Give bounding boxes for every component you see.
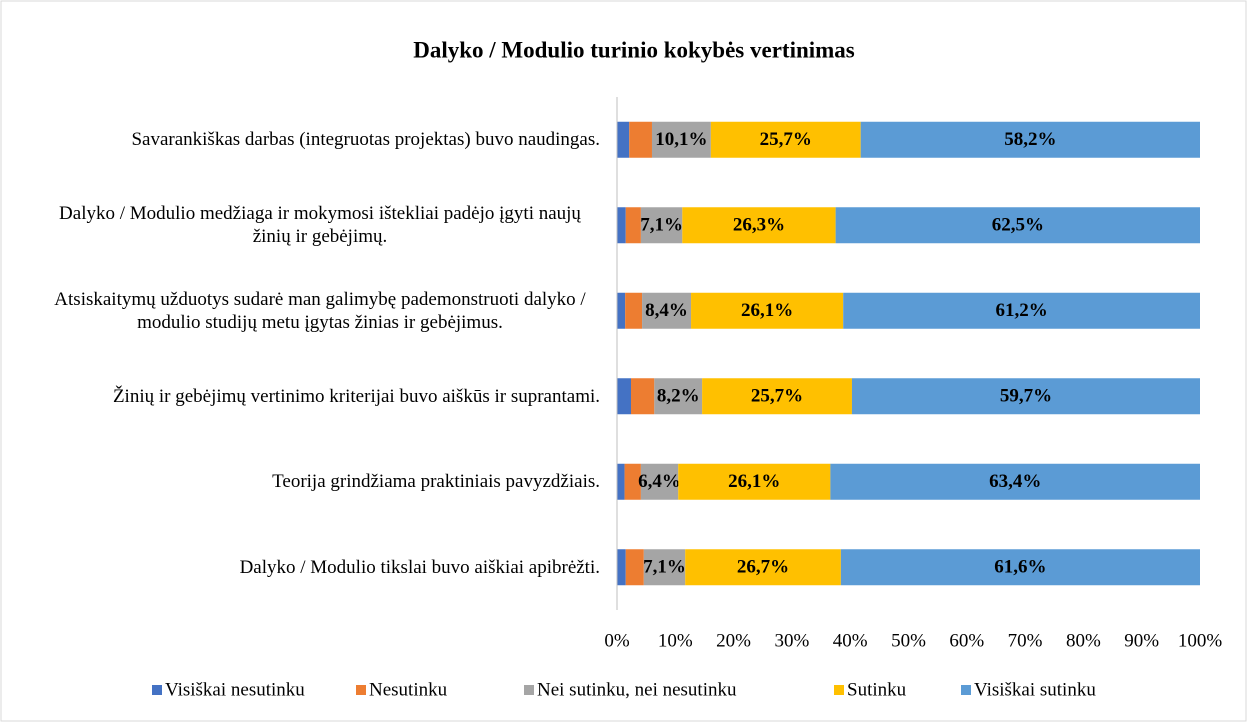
x-tick-label: 0% — [604, 630, 630, 651]
bar-segment — [840, 549, 1200, 586]
bar-segment — [654, 378, 703, 415]
legend-swatch — [961, 685, 971, 695]
category-text: Dalyko / Modulio medžiaga ir mokymosi iš… — [59, 203, 581, 248]
category-text: Savarankiškas darbas (integruotas projek… — [131, 129, 600, 151]
data-label: 62,5% — [992, 215, 1044, 236]
legend-swatch — [524, 685, 534, 695]
category-text: Žinių ir gebėjimų vertinimo kriterijai b… — [112, 385, 600, 407]
bar-segment — [851, 378, 1200, 415]
x-tick-label: 20% — [716, 630, 751, 651]
bar-segment — [617, 378, 631, 415]
data-label: 63,4% — [989, 471, 1041, 492]
bar-segment — [651, 121, 711, 158]
bar-segment — [710, 121, 861, 158]
x-tick-label: 40% — [833, 630, 868, 651]
bar-segment — [685, 549, 841, 586]
data-label: 7,1% — [643, 557, 686, 578]
bar-segment — [678, 463, 831, 500]
bar-segment — [625, 549, 644, 586]
legend-label: Visiškai sutinku — [974, 679, 1096, 700]
bar-segment — [642, 292, 692, 329]
bar-segment — [860, 121, 1200, 158]
category-label: Teorija grindžiama praktiniais pavyzdžia… — [20, 437, 600, 527]
data-label: 61,2% — [995, 300, 1047, 321]
legend-swatch — [356, 685, 366, 695]
data-label: 8,2% — [657, 386, 700, 407]
legend-label: Visiškai nesutinku — [165, 679, 305, 700]
bar-segment — [640, 207, 683, 244]
bar-segment — [835, 207, 1200, 244]
bar-segment — [691, 292, 844, 329]
data-label: 10,1% — [655, 129, 707, 150]
data-label: 25,7% — [760, 129, 812, 150]
bar-segment — [630, 378, 655, 415]
bar-segment — [629, 121, 652, 158]
x-tick-label: 50% — [891, 630, 926, 651]
category-label: Atsiskaitymų užduotys sudarė man galimyb… — [20, 266, 600, 356]
bar-segment — [625, 207, 641, 244]
category-text: Atsiskaitymų užduotys sudarė man galimyb… — [54, 288, 586, 333]
bar-segment — [830, 463, 1200, 500]
bar-segment — [625, 292, 643, 329]
category-text: Teorija grindžiama praktiniais pavyzdžia… — [272, 471, 600, 493]
x-tick-label: 70% — [1008, 630, 1043, 651]
data-label: 58,2% — [1004, 129, 1056, 150]
bar-segment — [617, 463, 625, 500]
x-tick-label: 10% — [658, 630, 693, 651]
data-label: 26,7% — [737, 557, 789, 578]
bar-segment — [624, 463, 641, 500]
data-label: 59,7% — [1000, 386, 1052, 407]
legend-label: Sutinku — [847, 679, 907, 700]
chart-title: Dalyko / Modulio turinio kokybės vertini… — [413, 37, 855, 62]
data-label: 25,7% — [751, 386, 803, 407]
x-tick-label: 100% — [1178, 630, 1223, 651]
bar-segment — [682, 207, 836, 244]
bar-segment — [617, 292, 626, 329]
category-text: Dalyko / Modulio tikslai buvo aiškiai ap… — [239, 556, 600, 578]
legend-swatch — [152, 685, 162, 695]
data-label: 7,1% — [640, 215, 683, 236]
data-label: 8,4% — [645, 300, 688, 321]
bar-segment — [643, 549, 686, 586]
data-label: 26,1% — [728, 471, 780, 492]
data-label: 26,1% — [741, 300, 793, 321]
category-label: Savarankiškas darbas (integruotas projek… — [20, 95, 600, 185]
category-label: Dalyko / Modulio tikslai buvo aiškiai ap… — [20, 522, 600, 612]
bar-segment — [617, 121, 630, 158]
bar-segment — [640, 463, 679, 500]
bar-segment — [702, 378, 852, 415]
x-tick-label: 60% — [949, 630, 984, 651]
bar-segment — [617, 549, 626, 586]
category-label: Žinių ir gebėjimų vertinimo kriterijai b… — [20, 351, 600, 441]
bar-segment — [843, 292, 1200, 329]
legend-label: Nei sutinku, nei nesutinku — [537, 679, 737, 700]
x-tick-label: 90% — [1124, 630, 1159, 651]
data-label: 6,4% — [638, 471, 681, 492]
x-tick-label: 80% — [1066, 630, 1101, 651]
x-tick-label: 30% — [774, 630, 809, 651]
category-label: Dalyko / Modulio medžiaga ir mokymosi iš… — [20, 180, 600, 270]
legend-swatch — [834, 685, 844, 695]
data-label: 61,6% — [994, 557, 1046, 578]
bar-segment — [617, 207, 626, 244]
legend-label: Nesutinku — [369, 679, 448, 700]
data-label: 26,3% — [733, 215, 785, 236]
